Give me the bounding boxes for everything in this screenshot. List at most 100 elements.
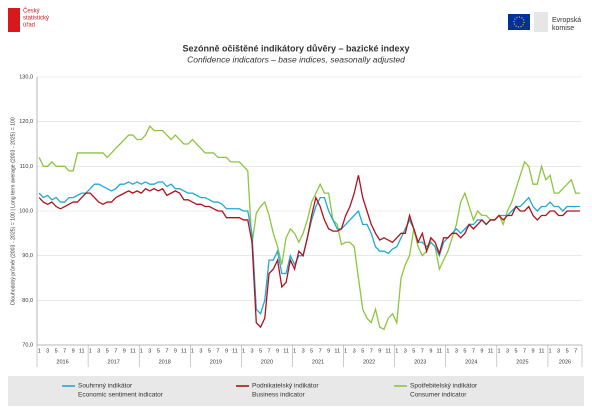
x-tick-label: 9: [532, 348, 535, 354]
year-label: 2024: [465, 359, 477, 365]
logo-text: statistický: [23, 16, 49, 22]
legend-label: Spotřebitelský indikátor: [410, 383, 478, 390]
y-tick-label: 110,0: [20, 164, 33, 170]
y-tick-label: 90,0: [22, 253, 33, 259]
x-tick-label: 11: [385, 348, 391, 354]
x-tick-label: 5: [361, 348, 364, 354]
eu-flag: [508, 14, 530, 30]
x-tick-label: 1: [38, 348, 41, 354]
x-tick-label: 5: [463, 348, 466, 354]
x-tick-label: 11: [488, 348, 494, 354]
x-tick-label: 3: [97, 348, 100, 354]
y-axis-label: Dlouhodobý průměr (2003 - 2025) = 100 | …: [9, 117, 16, 305]
x-tick-label: 3: [46, 348, 49, 354]
x-tick-label: 3: [557, 348, 560, 354]
x-tick-label: 11: [181, 348, 187, 354]
x-tick-label: 1: [395, 348, 398, 354]
x-tick-label: 5: [566, 348, 569, 354]
x-tick-label: 5: [157, 348, 160, 354]
series-line: [38, 175, 580, 329]
legend-label-en: Economic sentiment indicator: [78, 392, 164, 399]
x-tick-label: 3: [455, 348, 458, 354]
x-tick-label: 1: [89, 348, 92, 354]
y-tick-label: 120,0: [19, 119, 33, 125]
ec-building: [534, 12, 548, 32]
x-tick-label: 11: [437, 348, 443, 354]
x-tick-label: 1: [293, 348, 296, 354]
legend-label-en: Business indicator: [252, 392, 306, 399]
x-tick-label: 7: [472, 348, 475, 354]
x-tick-label: 11: [130, 348, 136, 354]
x-tick-label: 5: [208, 348, 211, 354]
year-label: 2019: [210, 359, 222, 365]
x-tick-label: 3: [353, 348, 356, 354]
y-tick-label: 70,0: [22, 342, 33, 348]
x-tick-label: 7: [114, 348, 117, 354]
x-tick-label: 9: [225, 348, 228, 354]
legend-label: Podnikatelský indikátor: [252, 383, 319, 390]
x-tick-label: 11: [334, 348, 340, 354]
x-tick-label: 5: [55, 348, 58, 354]
x-tick-label: 5: [259, 348, 262, 354]
x-tick-label: 7: [523, 348, 526, 354]
x-tick-label: 7: [574, 348, 577, 354]
x-tick-label: 7: [165, 348, 168, 354]
x-tick-label: 11: [232, 348, 238, 354]
x-tick-label: 1: [191, 348, 194, 354]
x-tick-label: 9: [429, 348, 432, 354]
logo-text: Evropská: [552, 17, 581, 24]
x-tick-label: 5: [310, 348, 313, 354]
logo-text: Český: [23, 8, 40, 15]
logo-text: úřad: [23, 23, 35, 29]
x-tick-label: 5: [106, 348, 109, 354]
legend-label: Souhrnný indikátor: [78, 383, 133, 390]
x-tick-label: 3: [199, 348, 202, 354]
year-label: 2022: [363, 359, 375, 365]
series-line: [38, 124, 580, 331]
x-tick-label: 3: [148, 348, 151, 354]
x-tick-label: 11: [79, 348, 85, 354]
x-tick-label: 7: [268, 348, 271, 354]
year-label: 2017: [108, 359, 120, 365]
legend-box: [8, 376, 584, 406]
year-label: 2021: [312, 359, 324, 365]
x-tick-label: 7: [319, 348, 322, 354]
x-tick-label: 7: [216, 348, 219, 354]
year-label: 2023: [414, 359, 426, 365]
legend-label-en: Consumer indicator: [410, 392, 467, 399]
x-tick-label: 5: [514, 348, 517, 354]
x-tick-label: 9: [378, 348, 381, 354]
year-label: 2026: [559, 359, 571, 365]
x-tick-label: 5: [412, 348, 415, 354]
x-tick-label: 9: [123, 348, 126, 354]
x-tick-label: 11: [539, 348, 545, 354]
y-tick-label: 100,0: [19, 208, 33, 214]
x-tick-label: 7: [63, 348, 66, 354]
x-tick-label: 3: [404, 348, 407, 354]
czso-logo-mark: [8, 8, 20, 32]
x-tick-label: 9: [276, 348, 279, 354]
x-tick-label: 3: [506, 348, 509, 354]
x-tick-label: 1: [549, 348, 552, 354]
eu-stars: [513, 16, 525, 28]
series-line: [38, 181, 580, 315]
chart-subtitle: Confidence indicators – base indices, se…: [187, 54, 405, 64]
y-tick-label: 80,0: [22, 298, 33, 304]
y-tick-label: 130,0: [19, 74, 33, 80]
year-label: 2020: [261, 359, 273, 365]
chart-title: Sezónně očištěné indikátory důvěry – baz…: [182, 43, 409, 53]
x-tick-label: 7: [370, 348, 373, 354]
x-tick-label: 9: [480, 348, 483, 354]
x-tick-label: 3: [250, 348, 253, 354]
x-tick-label: 7: [421, 348, 424, 354]
year-label: 2025: [516, 359, 528, 365]
logo-text: komise: [552, 25, 574, 32]
x-tick-label: 1: [242, 348, 245, 354]
x-tick-label: 9: [327, 348, 330, 354]
year-label: 2016: [56, 359, 68, 365]
x-tick-label: 9: [72, 348, 75, 354]
x-tick-label: 1: [344, 348, 347, 354]
czso-logo: Český statistický úřad: [8, 8, 49, 32]
x-tick-label: 1: [140, 348, 143, 354]
